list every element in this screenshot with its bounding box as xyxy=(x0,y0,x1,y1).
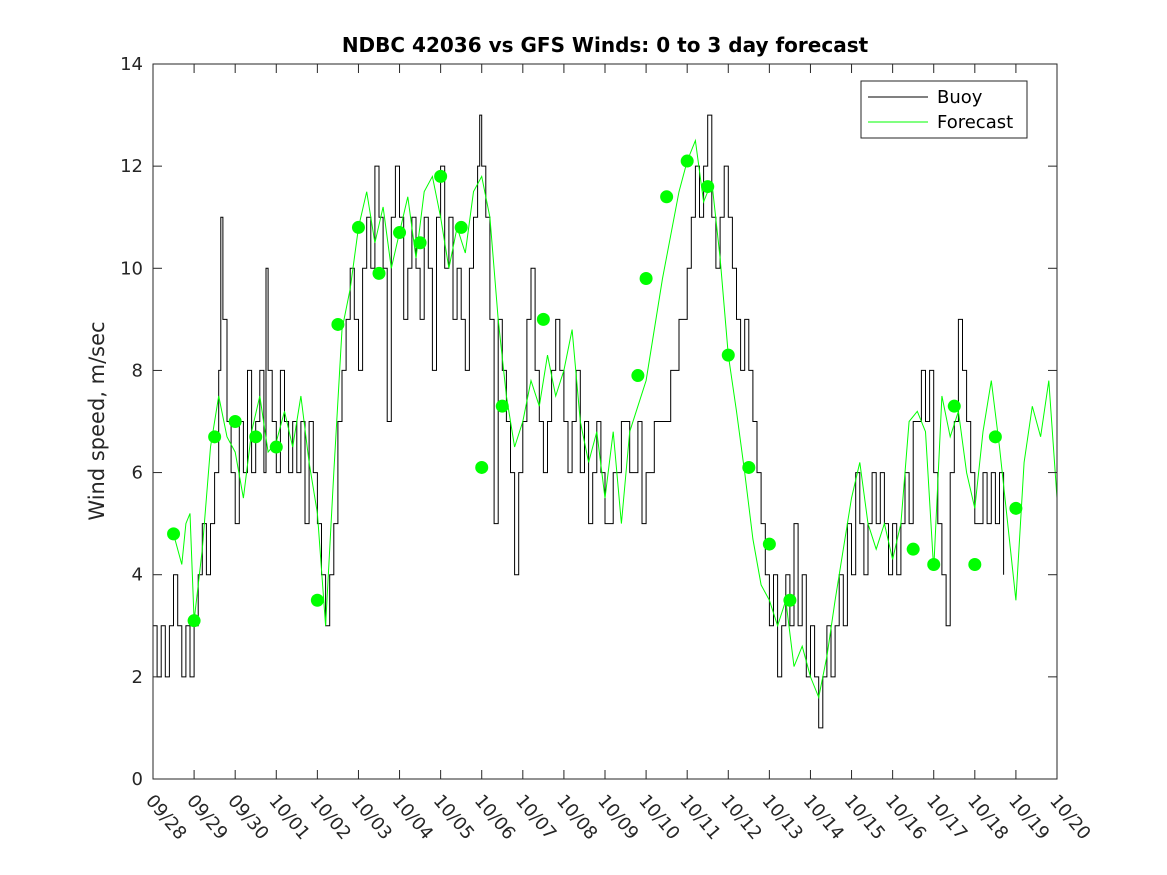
y-tick-label: 2 xyxy=(132,667,143,688)
forecast-point xyxy=(988,430,1002,444)
y-tick-label: 12 xyxy=(120,156,143,177)
forecast-point xyxy=(906,542,920,556)
series-forecast xyxy=(173,138,1058,700)
chart-title: NDBC 42036 vs GFS Winds: 0 to 3 day fore… xyxy=(342,33,869,57)
series-buoy xyxy=(153,114,1005,729)
forecast-point xyxy=(639,272,653,285)
legend-label-forecast: Forecast xyxy=(937,112,1013,133)
marker-layer xyxy=(167,154,1023,628)
legend: Buoy Forecast xyxy=(860,80,1028,139)
y-tick-label: 10 xyxy=(120,258,143,279)
forecast-point xyxy=(742,460,756,474)
forecast-point xyxy=(495,399,509,413)
series-layer xyxy=(153,114,1058,729)
forecast-point xyxy=(228,415,242,428)
forecast-point xyxy=(372,266,386,280)
y-tick-label: 8 xyxy=(132,360,143,381)
forecast-point xyxy=(413,236,427,250)
forecast-point xyxy=(680,154,694,168)
forecast-point xyxy=(1009,501,1023,515)
forecast-point xyxy=(249,430,263,444)
forecast-point xyxy=(269,440,283,454)
forecast-point xyxy=(351,220,365,234)
forecast-point xyxy=(187,614,201,628)
forecast-point xyxy=(762,537,776,551)
y-tick-label: 4 xyxy=(132,565,143,586)
forecast-point xyxy=(721,348,735,362)
forecast-point xyxy=(536,312,550,326)
forecast-point xyxy=(434,169,448,183)
forecast-point xyxy=(208,430,222,444)
forecast-point xyxy=(968,558,982,571)
y-tick-label: 6 xyxy=(132,463,143,484)
forecast-point xyxy=(454,220,468,234)
y-tick-label: 0 xyxy=(132,769,143,790)
forecast-point xyxy=(701,180,715,194)
y-axis-label: Wind speed, m/sec xyxy=(85,321,109,520)
legend-box xyxy=(860,80,1028,139)
y-tick-label: 14 xyxy=(120,54,143,75)
forecast-point xyxy=(947,399,961,413)
forecast-point xyxy=(783,593,797,607)
forecast-point xyxy=(475,460,489,474)
forecast-point xyxy=(660,190,674,204)
forecast-point xyxy=(631,369,645,383)
forecast-point xyxy=(331,317,345,331)
forecast-point xyxy=(167,527,181,541)
forecast-point xyxy=(927,558,941,571)
forecast-point xyxy=(393,226,407,240)
forecast-point xyxy=(310,593,324,607)
legend-label-buoy: Buoy xyxy=(937,87,983,108)
